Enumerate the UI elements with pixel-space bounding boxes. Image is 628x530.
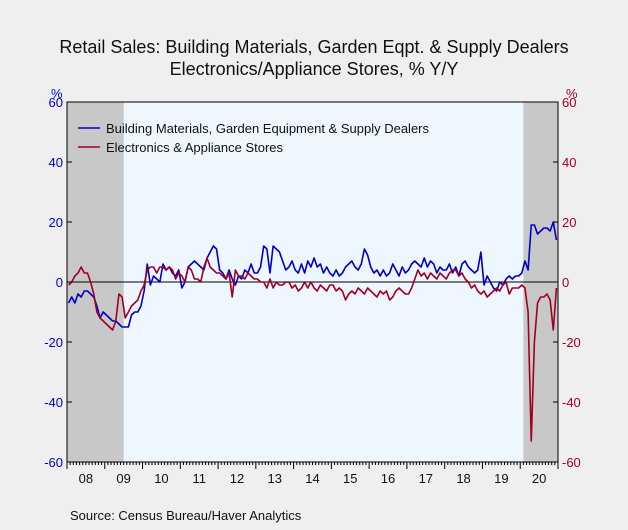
left-axis-tick-label: 20 (49, 215, 63, 230)
right-axis-tick-label: -20 (562, 335, 581, 350)
right-axis-tick-label: 40 (562, 155, 576, 170)
x-axis-tick-label: 13 (267, 471, 281, 486)
x-axis-tick-label: 10 (154, 471, 168, 486)
series-line-electronics (68, 257, 558, 442)
legend-label-2: Electronics & Appliance Stores (106, 140, 284, 155)
left-axis-tick-label: 0 (56, 275, 63, 290)
chart-title-line-2: Electronics/Appliance Stores, % Y/Y (169, 59, 459, 79)
x-axis-tick-label: 11 (192, 471, 206, 486)
x-axis-tick-label: 15 (343, 471, 357, 486)
x-axis-tick-label: 08 (79, 471, 93, 486)
x-axis-tick-label: 17 (419, 471, 433, 486)
right-axis-tick-label: 60 (562, 95, 576, 110)
x-axis-tick-label: 12 (230, 471, 244, 486)
x-axis-tick-label: 18 (456, 471, 470, 486)
legend-label-1: Building Materials, Garden Equipment & S… (106, 121, 430, 136)
left-axis-tick-label: -20 (44, 335, 63, 350)
left-axis-tick-label: 60 (49, 95, 63, 110)
left-axis-tick-label: 40 (49, 155, 63, 170)
x-axis-tick-label: 16 (381, 471, 395, 486)
right-axis-tick-label: 0 (562, 275, 569, 290)
x-axis-tick-label: 09 (116, 471, 130, 486)
left-axis-unit: % (51, 86, 63, 101)
series-line-building-materials (67, 221, 558, 328)
x-axis-tick-label: 19 (494, 471, 508, 486)
right-axis-unit: % (566, 86, 578, 101)
right-axis-tick-label: -60 (562, 455, 581, 470)
x-axis-tick-label: 20 (532, 471, 546, 486)
left-axis-tick-label: -40 (44, 395, 63, 410)
x-axis-tick-label: 14 (305, 471, 319, 486)
right-axis-tick-label: -40 (562, 395, 581, 410)
left-axis-tick-label: -60 (44, 455, 63, 470)
chart-title-line-1: Retail Sales: Building Materials, Garden… (59, 37, 569, 57)
right-axis-tick-label: 20 (562, 215, 576, 230)
source-note: Source: Census Bureau/Haver Analytics (70, 508, 302, 523)
